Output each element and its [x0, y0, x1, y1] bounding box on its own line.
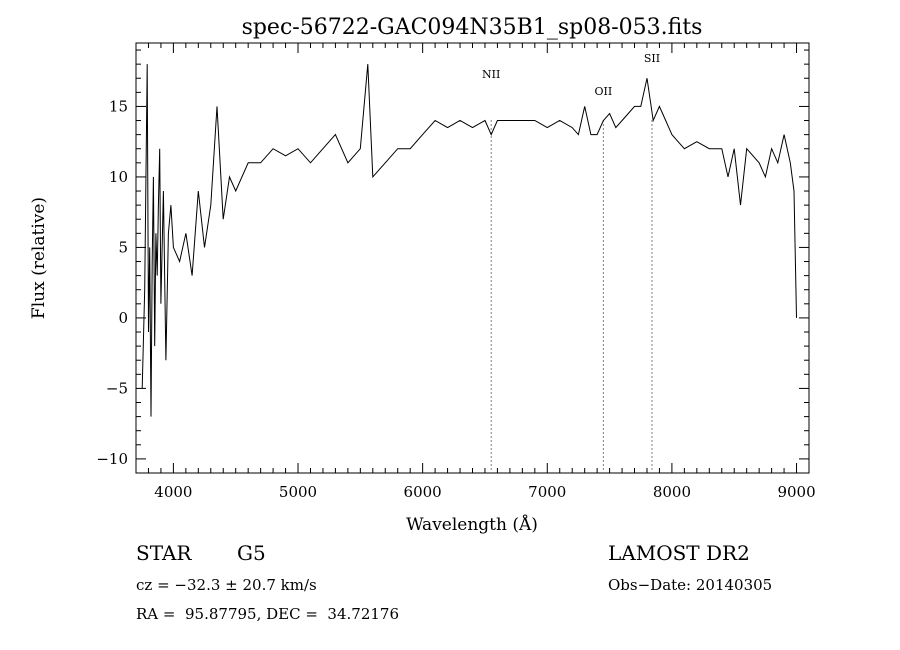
subclass: G5	[237, 541, 266, 565]
y-axis-ticks: −10 −5 0 5 10 15	[96, 49, 809, 474]
y-tick-label: 15	[109, 97, 128, 115]
y-axis-label: Flux (relative)	[29, 197, 49, 319]
survey-name: LAMOST DR2	[608, 541, 750, 565]
spectrum-series-line	[141, 64, 797, 417]
object-type: STAR	[136, 541, 192, 565]
x-tick-label: 7000	[528, 483, 566, 501]
line-label-oii: OII	[595, 85, 613, 98]
emission-line-labels: NII OII SII	[482, 52, 660, 98]
x-tick-label: 6000	[404, 483, 442, 501]
x-tick-label: 8000	[653, 483, 691, 501]
line-label-sii: SII	[644, 52, 660, 65]
x-axis-label: Wavelength (Å)	[406, 514, 538, 535]
x-tick-label: 5000	[279, 483, 317, 501]
emission-line-markers	[490, 120, 653, 473]
line-label-nii: NII	[482, 68, 500, 81]
chart-title: spec-56722-GAC094N35B1_sp08-053.fits	[242, 15, 703, 40]
y-tick-label: 0	[118, 309, 128, 327]
observation-date: Obs−Date: 20140305	[608, 576, 773, 594]
y-tick-label: −5	[106, 379, 128, 397]
y-tick-label: −10	[96, 450, 128, 468]
y-tick-label: 5	[118, 238, 128, 256]
y-tick-label: 10	[109, 168, 128, 186]
redshift-velocity: cz = −32.3 ± 20.7 km/s	[136, 576, 317, 594]
x-tick-label: 9000	[777, 483, 815, 501]
x-axis-ticks: 4000 5000 6000 7000 8000 9000	[135, 43, 816, 501]
plot-frame	[135, 42, 810, 474]
coordinates: RA = 95.87795, DEC = 34.72176	[136, 605, 400, 623]
x-tick-label: 4000	[154, 483, 192, 501]
